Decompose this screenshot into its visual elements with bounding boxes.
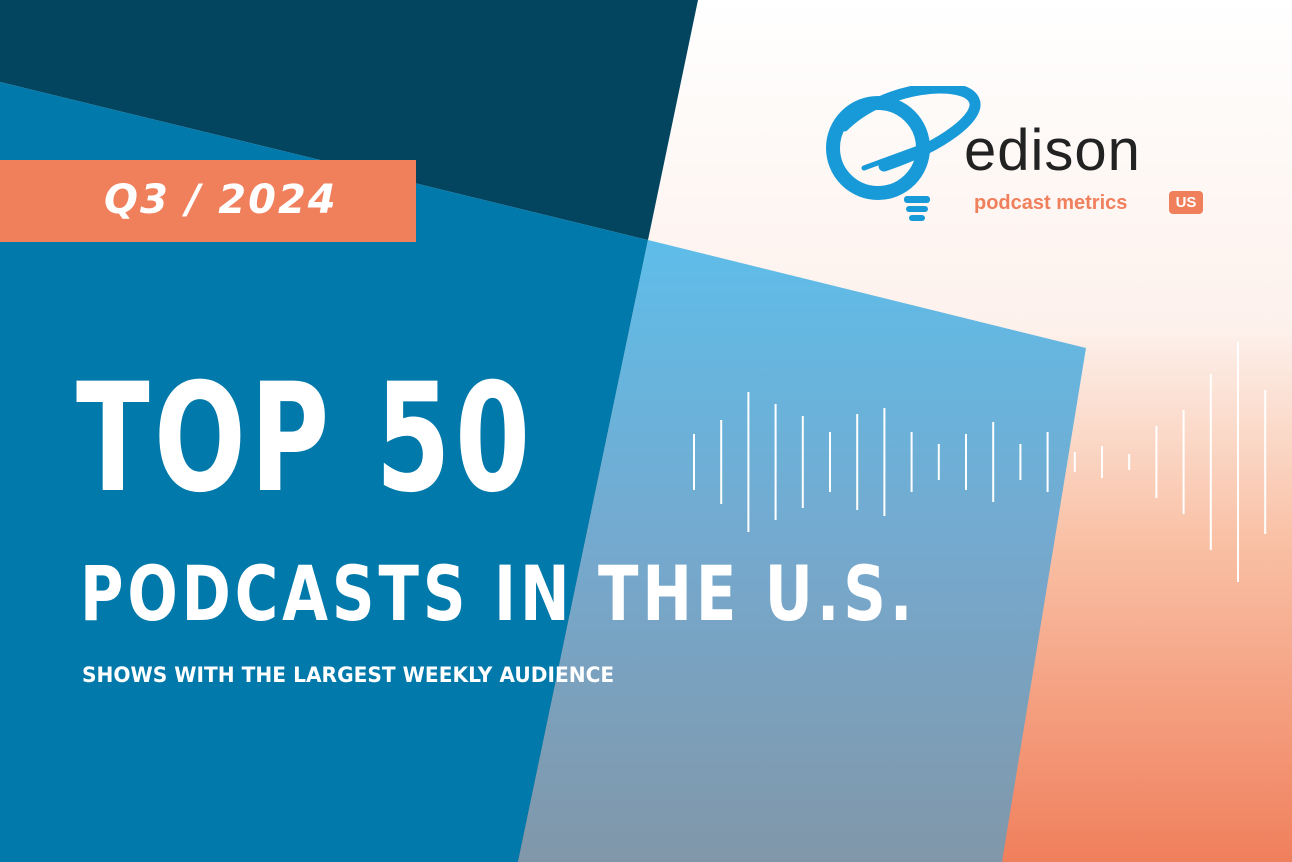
tagline: SHOWS WITH THE LARGEST WEEKLY AUDIENCE: [82, 663, 615, 687]
quarter-label: Q3 / 2024: [104, 177, 338, 223]
blue-panel: [0, 82, 648, 862]
headline-top-50: TOP 50: [76, 352, 535, 526]
sky-panel: [518, 240, 1086, 862]
sound-waveform-icon: [693, 342, 1267, 582]
logo-subtitle: podcast metrics: [974, 192, 1128, 214]
navy-panel: [0, 0, 698, 240]
quarter-badge: [0, 160, 416, 242]
region-badge: US: [1169, 191, 1203, 214]
headline-podcasts: PODCASTS IN THE U.S.: [80, 549, 917, 638]
edison-wordmark: edison: [964, 118, 1141, 183]
edison-lightbulb-icon: [826, 86, 981, 221]
